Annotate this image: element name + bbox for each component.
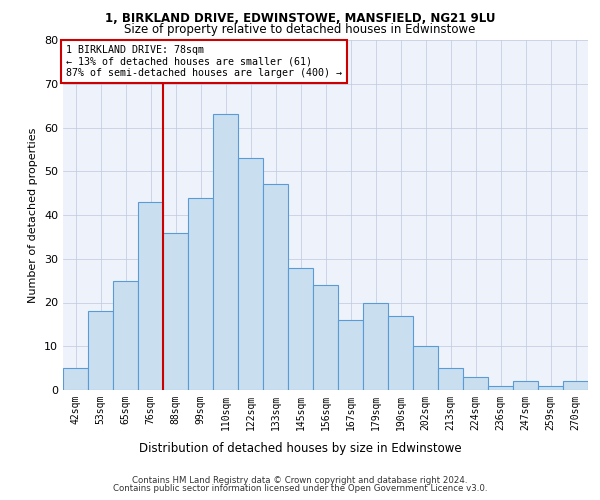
- Y-axis label: Number of detached properties: Number of detached properties: [28, 128, 38, 302]
- Bar: [163, 232, 188, 390]
- Bar: [538, 386, 563, 390]
- Text: 1, BIRKLAND DRIVE, EDWINSTOWE, MANSFIELD, NG21 9LU: 1, BIRKLAND DRIVE, EDWINSTOWE, MANSFIELD…: [105, 12, 495, 24]
- Text: Distribution of detached houses by size in Edwinstowe: Distribution of detached houses by size …: [139, 442, 461, 455]
- Bar: [113, 280, 138, 390]
- Bar: [488, 386, 513, 390]
- Bar: [213, 114, 238, 390]
- Bar: [263, 184, 288, 390]
- Bar: [463, 377, 488, 390]
- Bar: [513, 381, 538, 390]
- Bar: [63, 368, 88, 390]
- Bar: [238, 158, 263, 390]
- Bar: [388, 316, 413, 390]
- Bar: [138, 202, 163, 390]
- Bar: [438, 368, 463, 390]
- Text: 1 BIRKLAND DRIVE: 78sqm
← 13% of detached houses are smaller (61)
87% of semi-de: 1 BIRKLAND DRIVE: 78sqm ← 13% of detache…: [65, 46, 341, 78]
- Text: Contains HM Land Registry data © Crown copyright and database right 2024.: Contains HM Land Registry data © Crown c…: [132, 476, 468, 485]
- Bar: [338, 320, 363, 390]
- Bar: [188, 198, 213, 390]
- Bar: [313, 285, 338, 390]
- Bar: [88, 311, 113, 390]
- Bar: [563, 381, 588, 390]
- Bar: [413, 346, 438, 390]
- Bar: [288, 268, 313, 390]
- Text: Contains public sector information licensed under the Open Government Licence v3: Contains public sector information licen…: [113, 484, 487, 493]
- Bar: [363, 302, 388, 390]
- Text: Size of property relative to detached houses in Edwinstowe: Size of property relative to detached ho…: [124, 22, 476, 36]
